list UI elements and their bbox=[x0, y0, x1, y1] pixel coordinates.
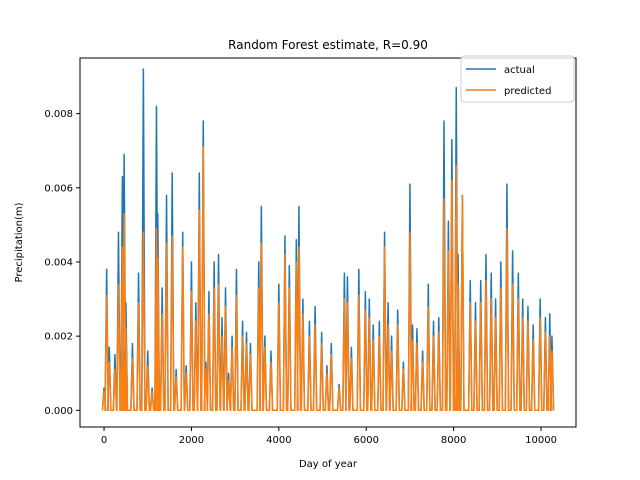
y-tick-label: 0.002 bbox=[44, 332, 73, 343]
legend: actual predicted bbox=[460, 55, 575, 103]
y-tick-label: 0.006 bbox=[44, 183, 73, 194]
y-axis: 0.000 0.002 0.004 0.006 0.008 bbox=[44, 109, 80, 417]
y-axis-title: Precipitation(m) bbox=[14, 202, 25, 282]
x-tick-label: 2000 bbox=[179, 435, 204, 446]
x-tick-label: 4000 bbox=[266, 435, 291, 446]
x-tick-label: 10000 bbox=[525, 435, 557, 446]
y-tick-label: 0.008 bbox=[44, 109, 73, 120]
series-predicted bbox=[101, 146, 555, 412]
series-layer bbox=[101, 68, 555, 412]
legend-label-actual: actual bbox=[504, 65, 535, 76]
x-tick-label: 0 bbox=[101, 435, 107, 446]
x-axis: 0 2000 4000 6000 8000 10000 bbox=[101, 427, 557, 446]
y-tick-label: 0.000 bbox=[44, 406, 73, 417]
x-tick-label: 8000 bbox=[441, 435, 466, 446]
x-axis-title: Day of year bbox=[299, 459, 358, 470]
chart-title: Random Forest estimate, R=0.90 bbox=[228, 38, 428, 52]
y-tick-label: 0.004 bbox=[44, 257, 73, 268]
plot-frame bbox=[79, 57, 577, 428]
x-tick-label: 6000 bbox=[354, 435, 379, 446]
legend-label-predicted: predicted bbox=[504, 86, 551, 97]
